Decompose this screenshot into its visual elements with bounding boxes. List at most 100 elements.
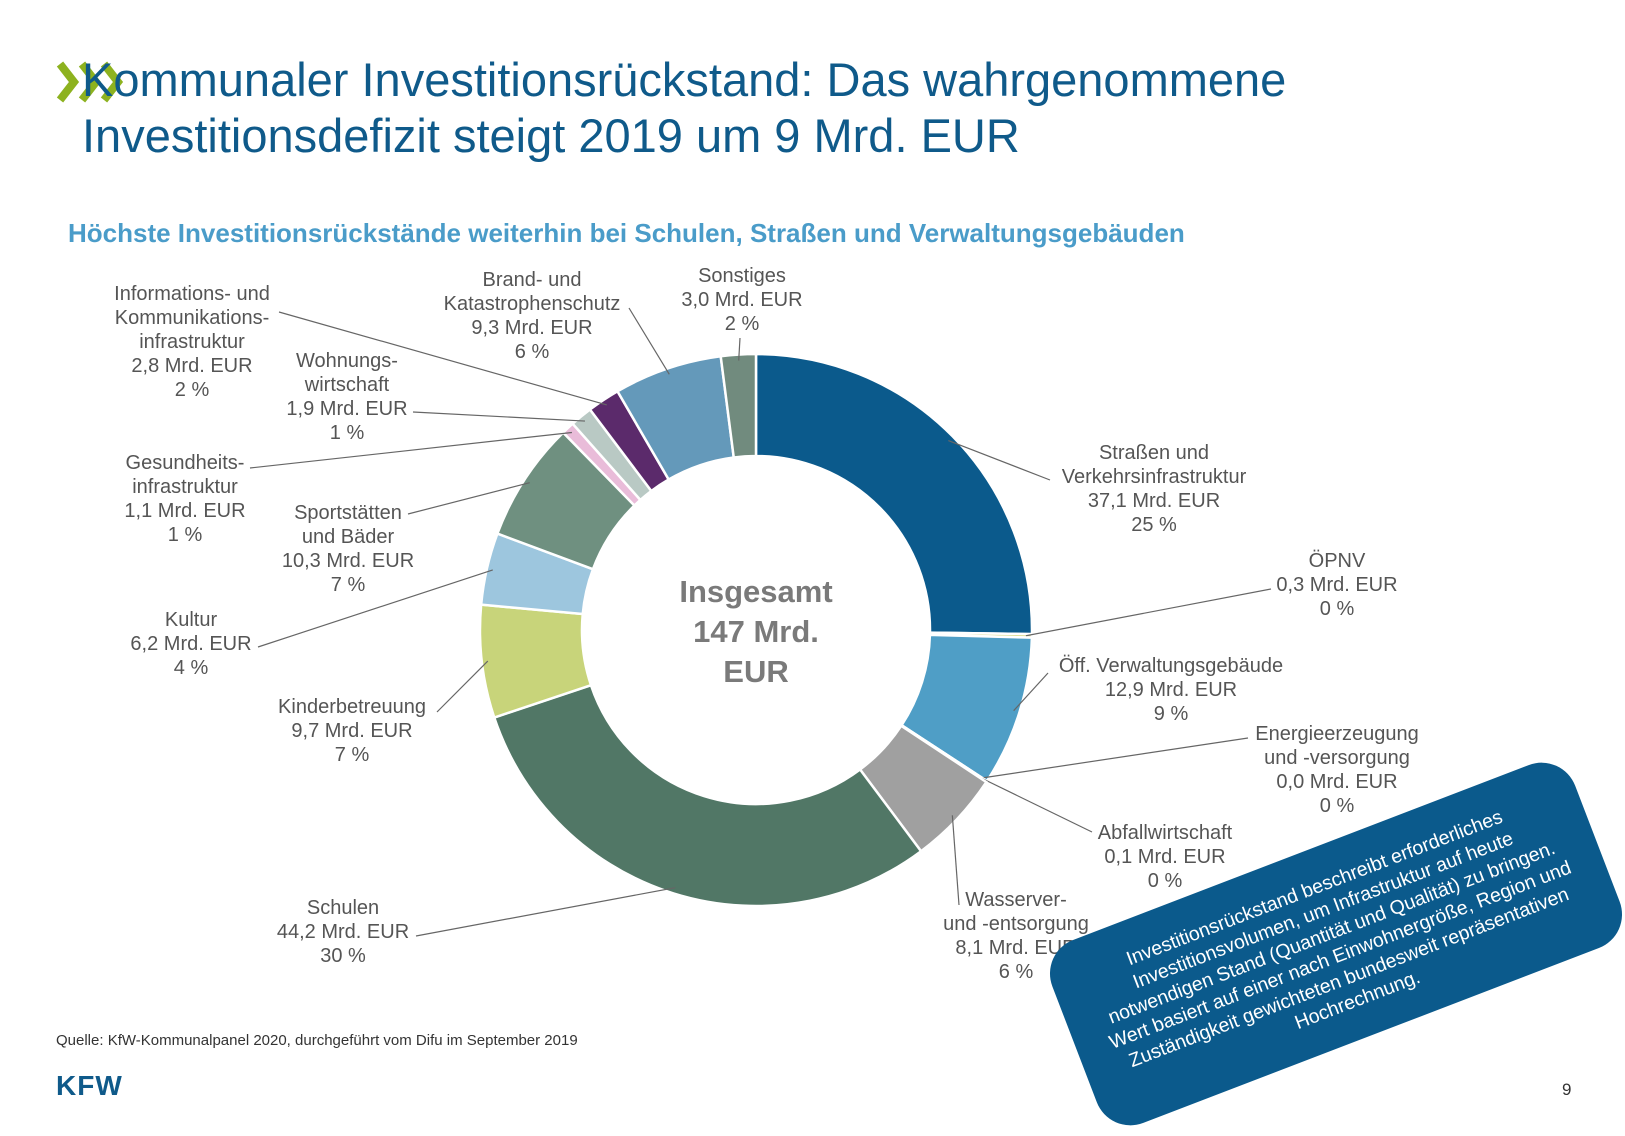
leader-line	[407, 482, 530, 515]
slice-label-line: Schulen	[306, 897, 380, 919]
slice-label-line: ÖPNV	[1308, 550, 1366, 572]
slice-label-line: Informations- und	[114, 283, 270, 305]
center-label-line: 147 Mrd.	[693, 614, 819, 649]
slice-label-line: 0,1 Mrd. EUR	[1104, 846, 1226, 868]
donut-slice	[754, 352, 1034, 636]
donut-slice	[492, 683, 923, 908]
slice-label-line: 6 %	[998, 961, 1034, 983]
slice-label-line: Kinderbetreuung	[278, 696, 426, 718]
slice-label-line: 0,3 Mrd. EUR	[1276, 574, 1398, 596]
slice-label-line: 1 %	[167, 524, 203, 546]
center-label-line: Insgesamt	[679, 574, 833, 609]
leader-line	[628, 307, 670, 375]
title-line-2: Investitionsdefizit steigt 2019 um 9 Mrd…	[82, 109, 1020, 162]
slice-label: Informations- und Kommunikations-infrastr…	[114, 282, 270, 402]
slice-label-line: infrastruktur	[139, 331, 245, 353]
slice-label: Sonstiges 3,0 Mrd. EUR 2 %	[681, 264, 802, 336]
slice-label-line: 6 %	[514, 341, 550, 363]
slice-label-line: Öff. Verwaltungsgebäude	[1058, 655, 1284, 677]
slice-label-line: 9,3 Mrd. EUR	[471, 317, 593, 339]
slice-label: Schulen 44,2 Mrd. EUR 30 %	[277, 896, 409, 968]
slice-label-line: 2 %	[724, 313, 760, 335]
slice-label-line: 6,2 Mrd. EUR	[130, 633, 252, 655]
slice-label-line: 0 %	[1319, 598, 1355, 620]
kfw-logo: KFW	[56, 1070, 123, 1101]
leader-line	[981, 737, 1249, 779]
slice-label-line: Kultur	[164, 609, 218, 631]
slice-label: Gesundheits-infrastruktur 1,1 Mrd. EUR 1 %	[124, 451, 245, 547]
chart-title: Höchste Investitionsrückstände weiterhin…	[68, 218, 1185, 248]
slice-label: Straßen und Verkehrsinfrastruktur 37,1 Mrd…	[1062, 441, 1247, 537]
slice-label-line: 30 %	[320, 945, 366, 967]
slice-label-line: 44,2 Mrd. EUR	[276, 921, 410, 943]
slice-label-line: Gesundheits-	[125, 452, 245, 474]
slice-label-line: und -versorgung	[1264, 747, 1410, 769]
slice-label-line: 10,3 Mrd. EUR	[281, 550, 415, 572]
slice-label: Kinderbetreuung 9,7 Mrd. EUR 7 %	[278, 695, 426, 767]
slice-label-line: 0 %	[1319, 795, 1355, 817]
slice-label: Brand- und Katastrophenschutz 9,3 Mrd. EUR…	[444, 268, 621, 364]
slice-label-line: 1,9 Mrd. EUR	[286, 398, 408, 420]
slice-label: Wohnungs-wirtschaft 1,9 Mrd. EUR 1 %	[286, 349, 407, 445]
donut-slice	[719, 352, 758, 459]
slice-label-line: 0 %	[1147, 870, 1183, 892]
slice-label-line: Straßen und	[1098, 442, 1210, 464]
leader-line	[415, 887, 676, 937]
slice-label-line: Wohnungs-	[296, 350, 398, 372]
leader-line	[1025, 588, 1272, 637]
leader-line	[981, 777, 1093, 833]
chevrons-icon	[56, 61, 124, 103]
slice-label-line: 0,0 Mrd. EUR	[1276, 771, 1398, 793]
slice-label: Energieerzeugung und -versorgung 0,0 Mrd. …	[1255, 722, 1418, 818]
slice-label-line: 3,0 Mrd. EUR	[681, 289, 803, 311]
slice-label-line: 7 %	[334, 744, 370, 766]
slice-label-line: Sportstätten	[294, 502, 402, 524]
slice-label-line: 8,1 Mrd. EUR	[955, 937, 1077, 959]
slice-label-line: und Bäder	[301, 526, 395, 548]
slice-label: Kultur 6,2 Mrd. EUR 4 %	[130, 608, 251, 680]
slice-label: Öff. Verwaltungsgebäude 12,9 Mrd. EUR 9 %	[1059, 654, 1283, 726]
slice-label-line: Energieerzeugung	[1255, 723, 1419, 745]
slice-label-line: 9,7 Mrd. EUR	[291, 720, 413, 742]
leader-line	[948, 439, 1051, 481]
page-number: 9	[1562, 1080, 1572, 1099]
slice-label-line: 1 %	[329, 422, 365, 444]
page-title: Kommunaler Investitionsrückstand: Das wa…	[82, 52, 1286, 164]
slice-label-line: 4 %	[173, 657, 209, 679]
leader-line	[278, 311, 607, 406]
slice-label: Sportstätten und Bäder 10,3 Mrd. EUR 7 %	[282, 501, 414, 597]
leader-line	[249, 431, 572, 469]
slice-label-line: Verkehrsinfrastruktur	[1061, 466, 1247, 488]
slice-label: ÖPNV 0,3 Mrd. EUR 0 %	[1276, 549, 1397, 621]
slice-label: Wasserver-und -entsorgung 8,1 Mrd. EUR 6 %	[943, 888, 1089, 984]
slice-label: Abfallwirtschaft 0,1 Mrd. EUR 0 %	[1098, 821, 1233, 893]
slice-label-line: 7 %	[330, 574, 366, 596]
slice-label-line: wirtschaft	[304, 374, 390, 396]
slice-label-line: Wasserver-	[965, 889, 1067, 911]
slice-label-line: Katastrophenschutz	[443, 293, 621, 315]
slice-label-line: infrastruktur	[132, 476, 238, 498]
leader-line	[1013, 672, 1049, 712]
slice-label-line: Sonstiges	[698, 265, 786, 287]
slice-label-line: 25 %	[1131, 514, 1177, 536]
center-label-line: EUR	[723, 654, 789, 689]
slice-label-line: Kommunikations-	[114, 307, 270, 329]
leader-line	[412, 411, 585, 422]
slice-label-line: 12,9 Mrd. EUR	[1104, 679, 1238, 701]
source-note: Quelle: KfW-Kommunalpanel 2020, durchgef…	[56, 1032, 578, 1049]
center-label: Insgesamt 147 Mrd. EUR	[679, 572, 832, 692]
slice-label-line: 37,1 Mrd. EUR	[1087, 490, 1221, 512]
slice-label-line: Brand- und	[482, 269, 582, 291]
slice-label-line: 2,8 Mrd. EUR	[131, 355, 253, 377]
slice-label-line: 9 %	[1153, 703, 1189, 725]
slice-label-line: und -entsorgung	[943, 913, 1089, 935]
slice-label-line: 1,1 Mrd. EUR	[124, 500, 246, 522]
title-line-1: Kommunaler Investitionsrückstand: Das wa…	[82, 53, 1287, 106]
slice-label-line: Abfallwirtschaft	[1097, 822, 1233, 844]
leader-line	[436, 660, 489, 713]
slice-label-line: 2 %	[174, 379, 210, 401]
leader-line	[257, 569, 493, 648]
leader-line	[738, 337, 741, 361]
leader-line	[951, 815, 960, 906]
